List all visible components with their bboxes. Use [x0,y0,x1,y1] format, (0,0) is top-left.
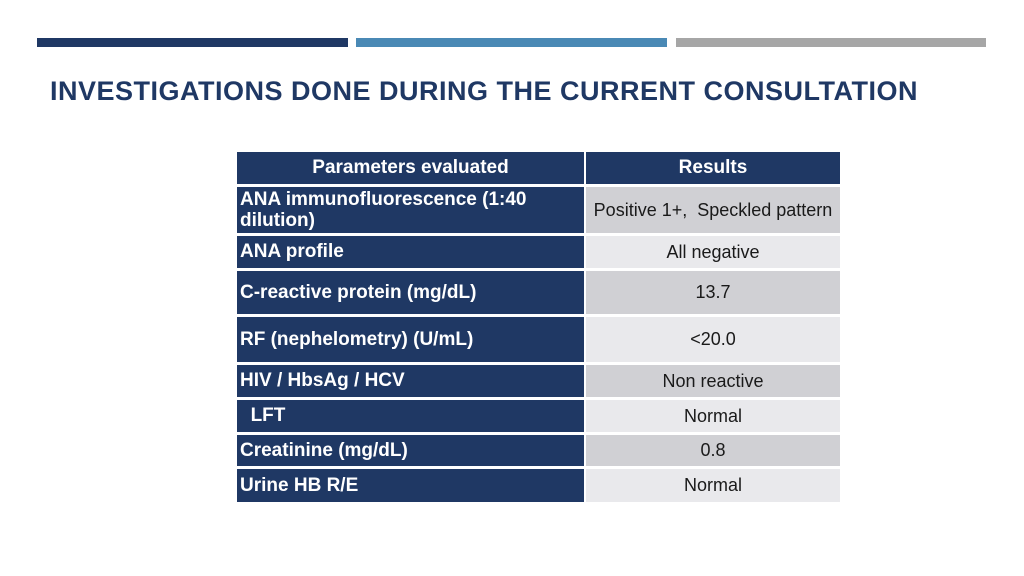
table-header-row: Parameters evaluated Results [237,152,840,184]
column-header-parameters: Parameters evaluated [237,152,584,184]
table-body: ANA immunofluorescence (1:40 dilution) Po… [237,187,840,502]
result-cell: Positive 1+, Speckled pattern [586,187,840,233]
table-row: C-reactive protein (mg/dL) 13.7 [237,271,840,314]
table-row: LFT Normal [237,400,840,432]
table-row: Creatinine (mg/dL) 0.8 [237,435,840,466]
table-row: HIV / HbsAg / HCV Non reactive [237,365,840,397]
result-cell: All negative [586,236,840,268]
table-row: Urine HB R/E Normal [237,469,840,502]
result-cell: <20.0 [586,317,840,362]
accent-bar-navy [37,38,348,47]
parameter-cell: ANA profile [237,236,584,268]
result-cell: Normal [586,400,840,432]
parameter-cell: LFT [237,400,584,432]
parameter-cell: RF (nephelometry) (U/mL) [237,317,584,362]
slide-title: INVESTIGATIONS DONE DURING THE CURRENT C… [50,76,918,106]
parameter-cell: Creatinine (mg/dL) [237,435,584,466]
parameter-cell: C-reactive protein (mg/dL) [237,271,584,314]
table-row: ANA immunofluorescence (1:40 dilution) Po… [237,187,840,233]
parameter-cell: ANA immunofluorescence (1:40 dilution) [237,187,584,233]
result-cell: 0.8 [586,435,840,466]
parameter-cell: HIV / HbsAg / HCV [237,365,584,397]
result-cell: Non reactive [586,365,840,397]
investigations-table: Parameters evaluated Results ANA immunof… [237,152,840,505]
result-cell: Normal [586,469,840,502]
accent-bar-blue [356,38,667,47]
parameter-cell: Urine HB R/E [237,469,584,502]
column-header-results: Results [586,152,840,184]
result-cell: 13.7 [586,271,840,314]
table-row: RF (nephelometry) (U/mL) <20.0 [237,317,840,362]
accent-bar-gray [676,38,986,47]
table-row: ANA profile All negative [237,236,840,268]
